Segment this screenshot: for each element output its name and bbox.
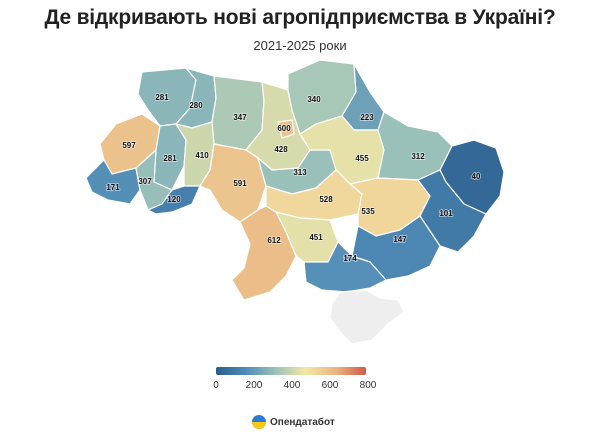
label-chernihiv: 340 bbox=[307, 95, 321, 104]
label-zhytomyr: 347 bbox=[233, 113, 247, 122]
page-subtitle: 2021-2025 роки bbox=[253, 38, 347, 53]
label-rivne: 280 bbox=[189, 101, 203, 110]
legend-ticks: 0 200 400 600 800 bbox=[213, 380, 376, 394]
region-donetsk bbox=[417, 169, 487, 253]
label-ivano-frankivsk: 307 bbox=[138, 177, 152, 186]
region-odesa bbox=[231, 205, 297, 301]
regions-layer bbox=[85, 59, 505, 345]
label-lviv: 597 bbox=[122, 141, 136, 150]
label-zaporizhzhia: 147 bbox=[393, 235, 407, 244]
brand: Опендатабот bbox=[252, 415, 335, 429]
label-vinnytsia: 591 bbox=[233, 179, 247, 188]
label-kyiv-oblast: 428 bbox=[274, 145, 288, 154]
label-kherson: 174 bbox=[343, 254, 357, 263]
legend-tick: 400 bbox=[283, 380, 301, 391]
label-odesa: 612 bbox=[267, 236, 281, 245]
legend-tick: 200 bbox=[245, 380, 263, 391]
page-title: Де відкривають нові агропідприємства в У… bbox=[44, 6, 556, 29]
label-donetsk: 101 bbox=[439, 209, 453, 218]
label-poltava: 455 bbox=[355, 154, 369, 163]
legend-color-bar bbox=[216, 367, 366, 375]
legend-tick: 0 bbox=[213, 380, 219, 391]
label-cherkasy: 313 bbox=[293, 168, 307, 177]
label-ternopil: 281 bbox=[163, 154, 177, 163]
label-chernivtsi: 120 bbox=[167, 195, 181, 204]
label-volyn: 281 bbox=[155, 93, 169, 102]
label-mykolaiv: 451 bbox=[309, 233, 323, 242]
label-khmelnytskyi: 410 bbox=[195, 151, 209, 160]
region-labels-layer: 281 280 347 600 340 223 597 281 410 428 … bbox=[106, 92, 482, 264]
label-kirovohrad: 528 bbox=[319, 195, 333, 204]
label-dnipropetrovsk: 535 bbox=[361, 207, 375, 216]
brand-name: Опендатабот bbox=[270, 416, 335, 428]
label-sumy: 223 bbox=[360, 113, 374, 122]
region-crimea bbox=[329, 289, 405, 345]
label-zakarpattia: 171 bbox=[106, 183, 120, 192]
legend-tick: 600 bbox=[321, 380, 339, 391]
region-kherson bbox=[303, 241, 387, 293]
region-kyiv-city bbox=[277, 119, 295, 139]
opendatabot-logo-icon bbox=[252, 415, 266, 429]
label-kyiv-city: 600 bbox=[277, 124, 291, 133]
label-kharkiv: 312 bbox=[411, 152, 425, 161]
legend-tick: 800 bbox=[359, 380, 377, 391]
label-luhansk: 40 bbox=[472, 172, 481, 181]
color-legend: 0 200 400 600 800 bbox=[213, 367, 376, 394]
